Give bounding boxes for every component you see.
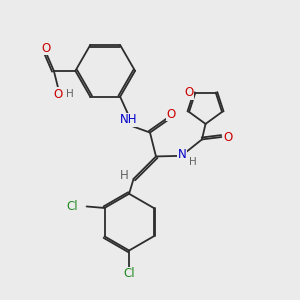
Text: O: O [42,42,51,55]
Text: NH: NH [120,113,138,126]
Text: O: O [166,107,176,121]
Text: Cl: Cl [67,200,78,213]
Text: H: H [66,89,74,99]
Text: O: O [54,88,63,101]
Text: O: O [184,86,194,99]
Text: Cl: Cl [123,267,135,280]
Text: N: N [178,148,187,161]
Text: H: H [120,169,128,182]
Text: H: H [189,157,197,167]
Text: O: O [223,130,232,143]
